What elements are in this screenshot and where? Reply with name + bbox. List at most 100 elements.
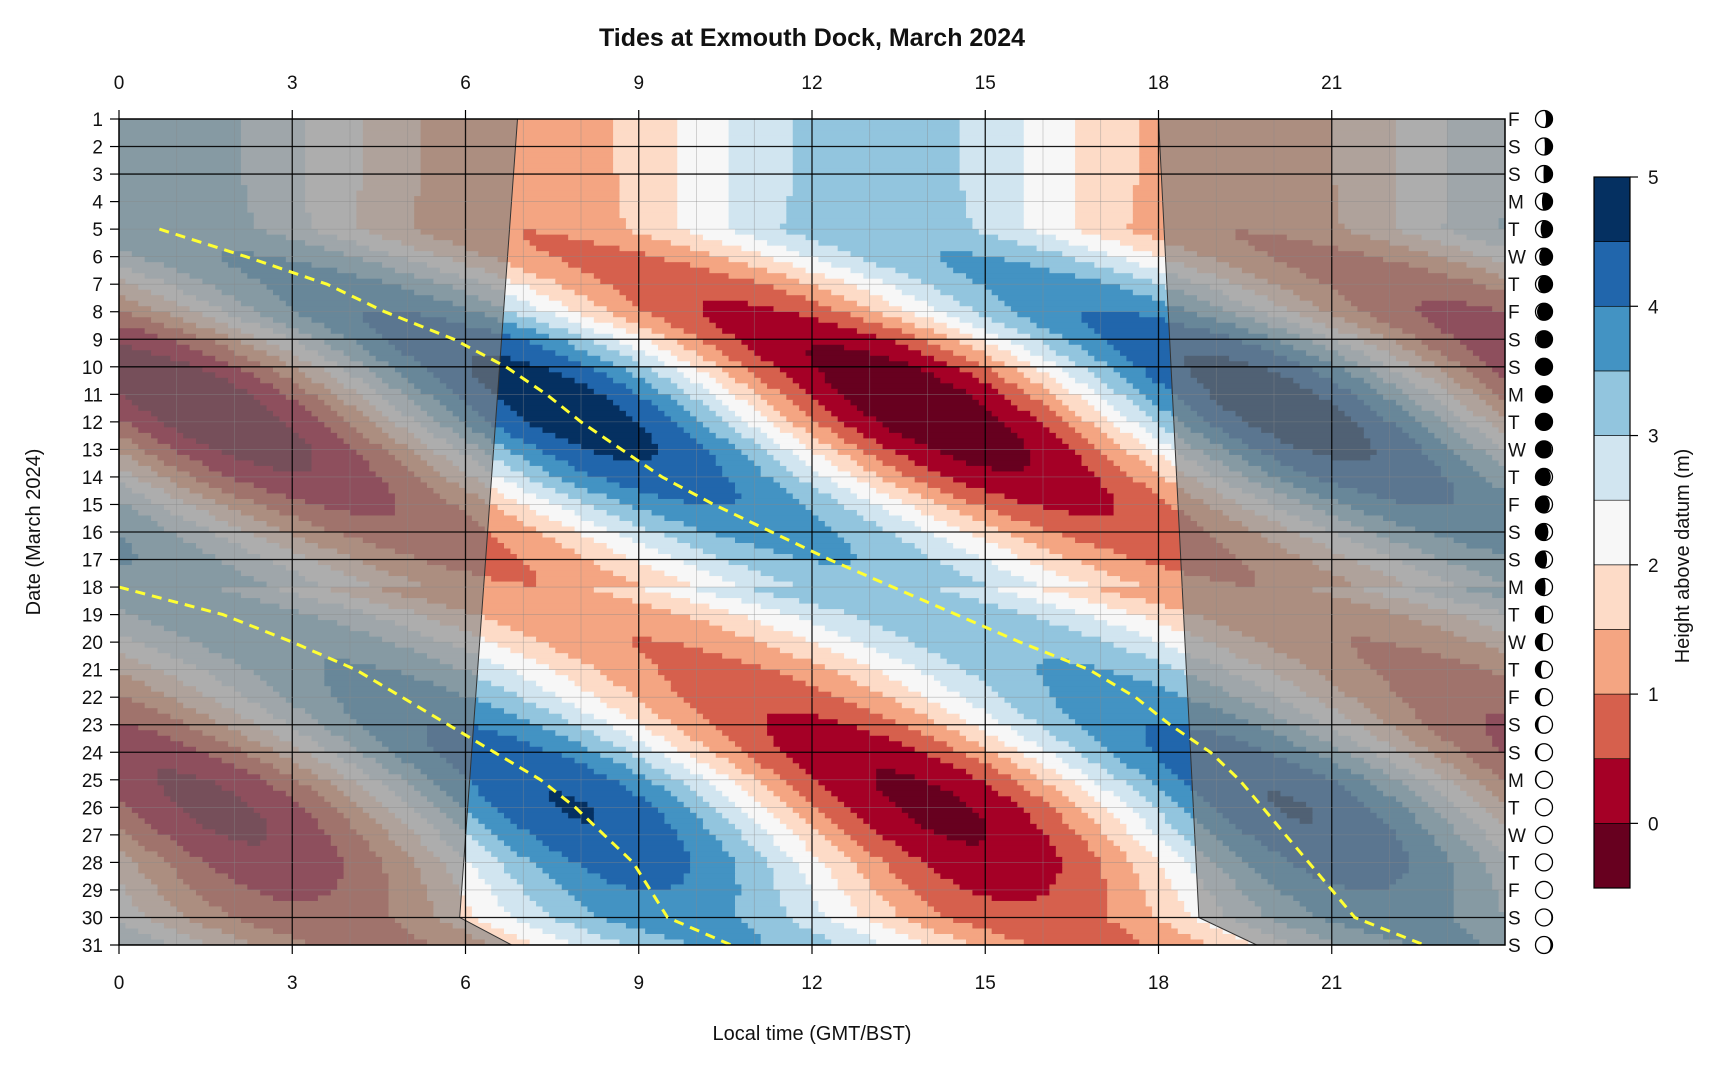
contour-cell	[516, 823, 672, 830]
contour-cell	[959, 300, 1006, 307]
contour-cell	[786, 752, 929, 759]
contour-cell	[504, 399, 614, 406]
contour-cell	[856, 812, 909, 819]
contour-cell	[1100, 785, 1134, 792]
contour-cell	[1030, 460, 1083, 467]
contour-cell	[690, 262, 749, 269]
contour-cell	[722, 383, 749, 390]
contour-cell	[1055, 752, 1083, 759]
contour-cell	[876, 774, 916, 781]
contour-cell	[773, 592, 961, 599]
contour-cell	[1030, 350, 1057, 357]
contour-cell	[812, 928, 858, 935]
contour-cell	[856, 928, 897, 935]
contour-cell	[1113, 366, 1147, 373]
contour-cell	[702, 421, 730, 428]
contour-cell	[1030, 559, 1083, 566]
contour-cell	[670, 884, 743, 891]
contour-cell	[1081, 834, 1108, 841]
contour-cell	[978, 812, 1031, 819]
contour-cell	[568, 812, 595, 819]
contour-cell	[683, 763, 710, 770]
contour-cell	[812, 620, 871, 627]
contour-cell	[1126, 851, 1153, 858]
contour-cell	[613, 130, 678, 137]
contour-cell	[529, 895, 576, 902]
contour-cell	[1075, 410, 1102, 417]
contour-cell	[850, 559, 941, 566]
contour-cell	[728, 163, 794, 170]
contour-cell	[869, 664, 916, 671]
contour-cell	[959, 157, 1025, 164]
contour-cell	[574, 757, 614, 764]
contour-cell	[670, 719, 710, 726]
contour-cell	[792, 449, 813, 456]
x-tick-label-top: 3	[287, 73, 298, 94]
contour-cell	[670, 686, 820, 693]
contour-cell	[959, 317, 993, 324]
contour-cell	[702, 383, 723, 390]
contour-cell	[953, 476, 1102, 484]
weekday-letter: T	[1508, 661, 1520, 682]
contour-cell	[664, 812, 698, 819]
contour-cell	[927, 862, 1063, 869]
contour-cell	[908, 273, 967, 280]
contour-cell	[940, 377, 980, 384]
contour-cell	[702, 339, 743, 346]
contour-cell	[504, 543, 563, 550]
contour-cell	[510, 355, 569, 362]
contour-cell	[831, 818, 864, 825]
contour-cell	[889, 735, 935, 742]
contour-cell	[1107, 807, 1134, 814]
contour-cell	[850, 856, 884, 863]
contour-cell	[863, 432, 903, 439]
contour-cell	[504, 460, 531, 467]
contour-cell	[1094, 355, 1128, 362]
x-tick-label-top: 6	[460, 73, 471, 94]
contour-cell	[735, 779, 762, 786]
contour-cell	[722, 625, 775, 632]
contour-cell	[991, 895, 1038, 902]
contour-cell	[632, 520, 685, 528]
weekday-letter: S	[1508, 165, 1521, 186]
contour-cell	[677, 218, 730, 225]
contour-cell	[792, 399, 820, 406]
contour-cell	[484, 845, 512, 852]
contour-cell	[677, 185, 730, 192]
contour-cell	[1087, 322, 1185, 329]
contour-cell	[1100, 278, 1153, 285]
contour-cell	[978, 229, 1038, 236]
y-tick-label: 23	[82, 716, 103, 737]
contour-cell	[760, 603, 820, 610]
contour-cell	[1030, 790, 1063, 797]
contour-cell	[773, 768, 807, 775]
contour-cell	[1023, 735, 1057, 742]
weekday-letter: F	[1508, 881, 1520, 902]
contour-cell	[985, 581, 1038, 588]
contour-cell	[998, 719, 1038, 726]
contour-cell	[792, 377, 826, 384]
contour-cell	[568, 262, 691, 269]
contour-cell	[985, 779, 1018, 786]
contour-cell	[420, 152, 614, 159]
contour-cell	[895, 719, 935, 726]
contour-cell	[1100, 427, 1121, 434]
contour-cell	[651, 603, 710, 610]
contour-cell	[812, 394, 845, 401]
contour-cell	[1075, 377, 1102, 384]
contour-cell	[792, 163, 961, 170]
contour-cell	[555, 669, 601, 676]
contour-cell	[645, 377, 672, 384]
contour-cell	[773, 256, 820, 263]
contour-cell	[869, 289, 903, 296]
contour-cell	[966, 388, 999, 395]
contour-cell	[677, 576, 723, 583]
contour-cell	[632, 598, 691, 605]
contour-cell	[523, 653, 569, 660]
contour-cell	[728, 152, 794, 159]
contour-cell	[998, 372, 1025, 379]
contour-cell	[683, 873, 736, 880]
contour-cell	[1036, 598, 1089, 605]
contour-cell	[991, 410, 1031, 417]
contour-cell	[760, 779, 787, 786]
